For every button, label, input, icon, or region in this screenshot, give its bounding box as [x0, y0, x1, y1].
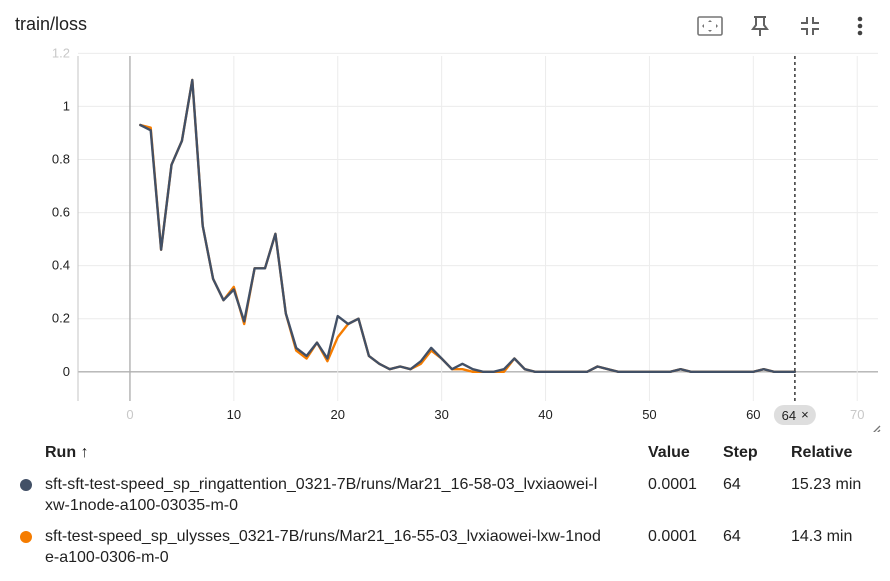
sort-ascending-icon[interactable]: ↑	[80, 444, 89, 461]
collapse-button[interactable]	[788, 10, 832, 42]
y-tick-label: 0.4	[52, 258, 70, 273]
x-tick-label: 40	[538, 407, 552, 422]
runs-table: Run ↑ Value Step Relative sft-sft-test-s…	[0, 440, 890, 578]
y-tick-label: 1.2	[52, 48, 70, 60]
grid-lines	[78, 52, 878, 401]
y-tick-labels: 0 0.2 0.4 0.6 0.8 1 1.2	[52, 48, 70, 379]
x-tick-labels: 0 10 20 30 40 50 60 70	[126, 407, 864, 422]
run-relative: 14.3 min	[791, 528, 853, 545]
series-color-dot	[20, 531, 32, 543]
close-icon[interactable]: ×	[801, 407, 809, 422]
fit-domain-button[interactable]	[688, 10, 732, 42]
step-chip[interactable]	[773, 405, 816, 425]
x-tick-label: 0	[126, 407, 133, 422]
collapse-icon	[801, 17, 819, 35]
series-line	[139, 78, 797, 373]
series-color-dot	[20, 479, 32, 491]
step-cursor[interactable]: 64 ×	[773, 56, 816, 425]
run-relative: 15.23 min	[791, 476, 862, 493]
table-row: sft-test-speed_sp_ulysses_0321-7B/runs/M…	[0, 526, 890, 578]
fit-domain-icon	[697, 16, 723, 36]
x-tick-label: 20	[331, 407, 345, 422]
loss-chart[interactable]: 0 0.2 0.4 0.6 0.8 1 1.2 0 10 20 30 40 50 60 70 64 ×	[0, 48, 890, 432]
x-tick-label: 60	[746, 407, 760, 422]
run-value: 0.0001	[648, 476, 697, 493]
table-header-row: Run ↑ Value Step Relative	[0, 440, 890, 474]
run-name: sft-sft-test-speed_sp_ringattention_0321…	[45, 476, 598, 514]
y-tick-label: 0.2	[52, 311, 70, 326]
x-tick-label: 10	[227, 407, 241, 422]
resize-handle-icon[interactable]	[872, 425, 881, 432]
relative-column-header[interactable]: Relative	[791, 444, 853, 461]
run-step: 64	[723, 528, 741, 545]
x-tick-label: 50	[642, 407, 656, 422]
x-tick-label: 70	[850, 407, 864, 422]
run-value: 0.0001	[648, 528, 697, 545]
y-tick-label: 0.8	[52, 152, 70, 167]
step-column-header[interactable]: Step	[723, 444, 758, 461]
table-row: sft-sft-test-speed_sp_ringattention_0321…	[0, 474, 890, 526]
y-tick-label: 0	[63, 364, 70, 379]
run-step: 64	[723, 476, 741, 493]
x-tick-label: 30	[434, 407, 448, 422]
step-chip-label: 64	[782, 408, 796, 423]
series-lines	[139, 78, 797, 373]
value-column-header[interactable]: Value	[648, 444, 690, 461]
more-vert-icon	[857, 16, 863, 36]
card-toolbar	[688, 10, 882, 42]
y-tick-label: 0.6	[52, 205, 70, 220]
run-name: sft-test-speed_sp_ulysses_0321-7B/runs/M…	[45, 528, 601, 566]
run-column-header[interactable]: Run ↑	[45, 444, 89, 461]
card-title: train/loss	[15, 14, 88, 34]
pin-button[interactable]	[738, 10, 782, 42]
y-tick-label: 1	[63, 98, 70, 113]
more-options-button[interactable]	[838, 10, 882, 42]
pin-icon	[751, 16, 769, 36]
series-line	[139, 78, 797, 373]
